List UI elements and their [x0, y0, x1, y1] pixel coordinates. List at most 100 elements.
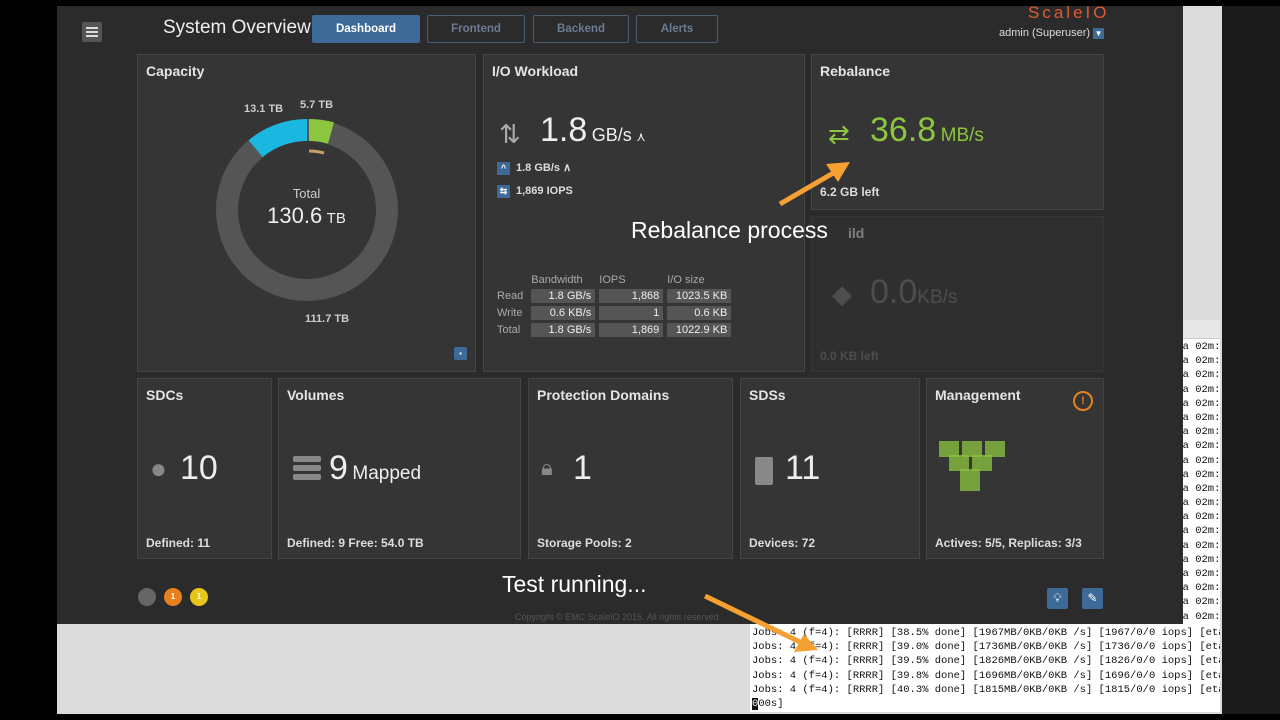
protection-domains-footer: Storage Pools: 2 [537, 536, 632, 550]
row-label: Read [497, 290, 524, 302]
management-panel[interactable]: Management ! Actives: 5/5, Replicas: 3/3 [926, 378, 1104, 559]
io-workload-title: I/O Workload [492, 63, 579, 79]
volumes-value: 9 [329, 449, 348, 487]
capacity-panel[interactable]: Capacity 13.1 TB 5.7 TB 111.7 TB Total 1… [137, 54, 476, 372]
up-down-arrows-icon: ⇅ [499, 119, 521, 149]
sdss-footer: Devices: 72 [749, 536, 816, 550]
annotation-test-running: Test running... [502, 571, 647, 597]
server-icon [755, 457, 773, 485]
table-row: Write 0.6 KB/s 1 0.6 KB [496, 306, 732, 320]
terminal-output: Jobs: 4 (f=4): [RRRR] [38.5% done] [1967… [750, 626, 1220, 711]
status-dot-gray[interactable] [138, 588, 156, 606]
management-title: Management [935, 387, 1021, 403]
table-row: Read 1.8 GB/s 1,868 1023.5 KB [496, 289, 732, 303]
chevron-down-icon[interactable]: ▼ [1093, 27, 1105, 39]
peak-icon: ⋏ [636, 129, 646, 144]
row-label: Write [497, 307, 523, 319]
sdcs-title: SDCs [146, 387, 184, 403]
user-menu[interactable]: admin (Superuser) ▼ [999, 27, 1105, 39]
status-dot-orange[interactable]: 1 [164, 588, 182, 606]
protection-domains-panel[interactable]: Protection Domains 🔒︎ 1 Storage Pools: 2 [528, 378, 733, 559]
table-row: Total 1.8 GB/s 1,869 1022.9 KB [496, 323, 732, 337]
capacity-total-label: Total [292, 186, 321, 201]
scaleio-dashboard-window: System Overview Dashboard Frontend Backe… [57, 3, 1183, 624]
capacity-donut-chart [216, 118, 398, 301]
terminal-cursor-text: 00s] [758, 697, 784, 710]
capacity-label-blue: 13.1 TB [244, 103, 284, 115]
background-window [1222, 6, 1280, 714]
volumes-panel[interactable]: Volumes 9 Mapped Defined: 9 Free: 54.0 T… [278, 378, 521, 559]
volumes-footer: Defined: 9 Free: 54.0 TB [287, 536, 424, 550]
tab-frontend[interactable]: Frontend [427, 15, 525, 43]
tab-alerts[interactable]: Alerts [636, 15, 718, 43]
volumes-count: 9 Mapped [329, 449, 421, 488]
edit-icon[interactable]: ✎ [1082, 588, 1103, 609]
lightbulb-icon[interactable]: 💡︎ [1047, 588, 1068, 609]
peak-bandwidth-icon: ^ [497, 162, 510, 175]
terminal-line: Jobs: 4 (f=4): [RRRR] [39.8% done] [1696… [752, 669, 1220, 682]
terminal-line: Jobs: 4 (f=4): [RRRR] [39.5% done] [1826… [752, 655, 1220, 668]
table-header: IOPS [599, 274, 626, 286]
protection-domains-title: Protection Domains [537, 387, 670, 403]
terminal-cursor: 0 [752, 697, 759, 710]
rebalance-rate: 36.8 MB/s [870, 111, 984, 150]
io-stats-table: Bandwidth IOPS I/O size Read 1.8 GB/s 1,… [492, 271, 735, 340]
io-bandwidth-unit: GB/s [591, 125, 632, 145]
rebuild-title: ild [848, 225, 865, 241]
menu-icon[interactable] [82, 22, 102, 42]
sdss-panel[interactable]: SDSs 11 Devices: 72 [740, 378, 920, 559]
sdcs-panel[interactable]: SDCs ● 10 Defined: 11 [137, 378, 272, 559]
page-title: System Overview [163, 17, 311, 38]
table-header: I/O size [667, 274, 705, 286]
table-header: Bandwidth [531, 274, 583, 286]
io-iops-row: ⇆ 1,869 IOPS [497, 185, 573, 198]
row-label: Total [497, 324, 521, 336]
peak-wave-icon: ∧ [563, 162, 572, 174]
rebalance-value: 36.8 [870, 111, 937, 149]
rebalance-arrows-icon: ⇄ [828, 119, 850, 149]
rebalance-panel[interactable]: Rebalance ⇄ 36.8 MB/s 6.2 GB left [811, 54, 1104, 210]
annotation-rebalance: Rebalance process [631, 217, 828, 243]
terminal-line: Jobs: 4 (f=4): [RRRR] [39.0% done] [1736… [752, 641, 1220, 654]
table-cell: 1,868 [599, 289, 664, 303]
brand-logo: ScaleIO [1028, 3, 1110, 22]
table-cell: 0.6 KB/s [531, 306, 596, 320]
rebuild-icon: ◆ [832, 279, 852, 309]
lock-icon: 🔒︎ [541, 455, 553, 480]
tab-dashboard[interactable]: Dashboard [312, 15, 420, 43]
tab-backend[interactable]: Backend [533, 15, 629, 43]
volumes-stack-icon [293, 456, 321, 480]
table-cell: 1.8 GB/s [531, 289, 596, 303]
volumes-suffix: Mapped [352, 463, 422, 484]
copyright: Copyright © EMC ScaleIO 2015. All rights… [515, 612, 722, 622]
io-bandwidth-value: 1.8 [540, 111, 588, 149]
capacity-label-free: 111.7 TB [305, 313, 350, 325]
sdcs-footer: Defined: 11 [146, 536, 211, 550]
io-peak-row: ^ 1.8 GB/s ∧ [497, 161, 571, 175]
grid-icon[interactable]: ▪ [454, 347, 467, 360]
terminal-line: Jobs: 4 (f=4): [RRRR] [40.3% done] [1815… [752, 683, 1220, 696]
management-footer: Actives: 5/5, Replicas: 3/3 [935, 536, 1082, 550]
capacity-segment-green [308, 118, 334, 144]
io-bandwidth: 1.8 GB/s ⋏ [540, 111, 646, 150]
terminal-line: Jobs: 4 (f=4): [RRRR] [38.5% done] [1967… [752, 627, 1220, 639]
io-workload-panel[interactable]: I/O Workload ⇅ 1.8 GB/s ⋏ ^ 1.8 GB/s ∧ ⇆ 1… [483, 54, 805, 372]
capacity-title: Capacity [146, 63, 205, 79]
table-cell: 1022.9 KB [667, 323, 732, 337]
user-icon: ● [150, 453, 167, 484]
capacity-total: 130.6 TB [138, 203, 475, 229]
rebuild-panel[interactable]: ild ◆ 0.0KB/s 0.0 KB left [811, 216, 1104, 372]
capacity-segment-blue [248, 119, 308, 158]
table-cell: 1.8 GB/s [531, 323, 596, 337]
capacity-total-value: 130.6 [267, 203, 323, 228]
rebalance-unit: MB/s [940, 125, 984, 146]
management-servers-icon [939, 441, 1005, 491]
alert-icon[interactable]: ! [1073, 391, 1093, 411]
io-peak-value: 1.8 GB/s [516, 162, 561, 174]
rebuild-unit: KB/s [917, 287, 958, 308]
rebuild-rate: 0.0KB/s [870, 273, 957, 312]
rebuild-value: 0.0 [870, 273, 918, 311]
status-dot-yellow[interactable]: 1 [190, 588, 208, 606]
capacity-marker [308, 149, 325, 155]
protection-domains-count: 1 [573, 449, 592, 487]
